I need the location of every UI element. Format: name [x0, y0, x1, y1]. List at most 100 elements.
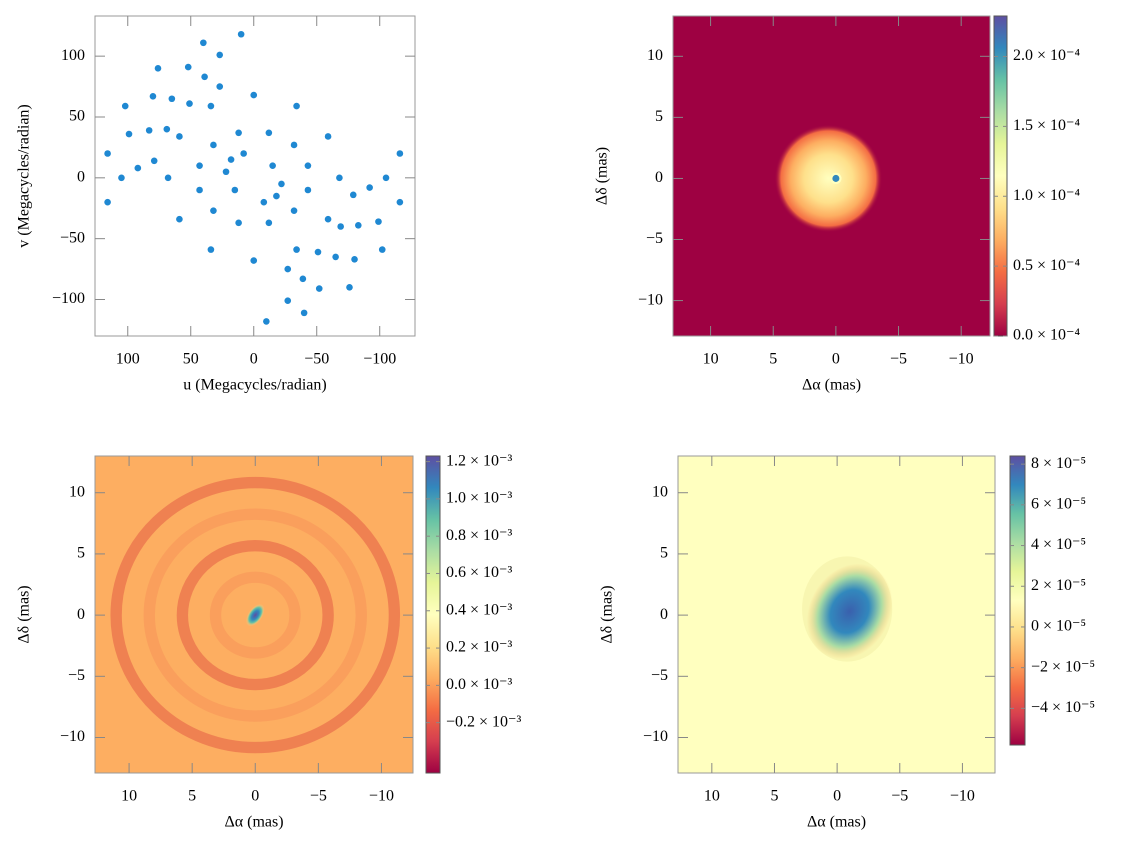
x-tick-label: −10 — [950, 788, 975, 805]
point — [284, 297, 292, 305]
point — [145, 127, 153, 134]
x-tick-label: 0 — [833, 788, 841, 805]
point — [346, 284, 353, 291]
point — [265, 129, 273, 137]
point — [240, 150, 247, 157]
x-tick-label: 0 — [251, 788, 259, 805]
point — [216, 83, 224, 90]
point — [168, 95, 176, 103]
point — [210, 207, 217, 214]
colorbar-tick-label: −4 × 10⁻⁵ — [1031, 699, 1095, 716]
point — [150, 157, 158, 165]
point — [210, 141, 217, 149]
y-tick-label: −10 — [643, 728, 668, 745]
colorbar-tick-label: 1.5 × 10⁻⁴ — [1013, 117, 1080, 134]
x-tick-label: 5 — [188, 788, 196, 805]
y-tick-label: 10 — [652, 483, 668, 500]
colorbar-tick-label: 1.0 × 10⁻⁴ — [1013, 187, 1080, 204]
point — [332, 253, 339, 261]
y-tick-label: 5 — [655, 108, 663, 125]
point — [164, 174, 172, 182]
colorbar — [425, 455, 441, 774]
colorbar-tick-label: 2.0 × 10⁻⁴ — [1013, 47, 1080, 64]
colorbar-tick-label: 1.0 × 10⁻³ — [446, 490, 512, 507]
point — [290, 207, 298, 214]
point — [263, 318, 270, 325]
colorbar-tick-label: 1.2 × 10⁻³ — [446, 452, 512, 469]
x-tick-label: −5 — [891, 788, 908, 805]
y-tick-label: 5 — [660, 545, 668, 562]
y-tick-label: −5 — [651, 667, 668, 684]
x-axis-title: u (Megacycles/radian) — [183, 377, 326, 394]
point — [250, 257, 258, 264]
point — [324, 133, 332, 140]
point — [265, 219, 273, 227]
colorbar-tick-label: −0.2 × 10⁻³ — [446, 713, 521, 730]
point — [184, 63, 192, 71]
x-tick-label: 100 — [116, 351, 140, 368]
point — [134, 164, 142, 172]
image — [673, 16, 990, 336]
point — [278, 180, 285, 188]
point — [196, 186, 203, 194]
point — [207, 102, 215, 110]
x-tick-label: −10 — [949, 351, 974, 368]
point — [366, 184, 373, 191]
colorbar-tick-label: 0.4 × 10⁻³ — [446, 601, 512, 618]
x-axis-title: Δα (mas) — [224, 814, 283, 831]
point — [163, 125, 171, 133]
y-tick-label: −5 — [68, 667, 85, 684]
plot-frame — [677, 455, 996, 774]
point — [375, 218, 382, 225]
colorbar-tick-label: 0.2 × 10⁻³ — [446, 639, 512, 656]
colorbar-tick-label: 0.0 × 10⁻⁴ — [1013, 327, 1080, 344]
y-tick-label: 0 — [77, 168, 85, 185]
point — [237, 30, 245, 38]
colorbar — [993, 15, 1008, 337]
colorbar-tick-label: 2 × 10⁻⁵ — [1031, 577, 1086, 594]
y-tick-label: 100 — [61, 47, 85, 64]
image — [95, 456, 413, 773]
point — [299, 275, 307, 283]
point — [227, 156, 235, 163]
point — [250, 91, 258, 99]
point — [104, 150, 111, 157]
point — [149, 93, 157, 100]
point — [378, 246, 386, 253]
point — [324, 215, 332, 223]
point — [396, 150, 404, 157]
image-core — [246, 604, 265, 627]
x-tick-label: −10 — [369, 788, 394, 805]
image-ring — [143, 508, 367, 722]
colorbar-tick-label: 0 × 10⁻⁵ — [1031, 618, 1086, 635]
point — [315, 285, 323, 292]
point — [300, 309, 308, 317]
plot-frame — [94, 15, 416, 337]
point — [222, 168, 230, 176]
point — [235, 219, 242, 227]
x-tick-label: 0 — [832, 351, 840, 368]
y-tick-label: 10 — [69, 483, 85, 500]
image-disk — [774, 124, 883, 233]
point — [207, 246, 215, 253]
y-tick-label: 10 — [647, 47, 663, 64]
point — [176, 133, 183, 140]
point — [154, 65, 162, 72]
colorbar-tick-label: 4 × 10⁻⁵ — [1031, 536, 1086, 553]
y-tick-label: −5 — [646, 230, 663, 247]
point — [200, 39, 207, 47]
x-tick-label: −5 — [890, 351, 907, 368]
image — [678, 456, 995, 773]
image-ring — [209, 571, 301, 659]
image-core — [832, 174, 840, 182]
colorbar-tick-label: 8 × 10⁻⁵ — [1031, 455, 1086, 472]
point — [336, 174, 343, 182]
point — [396, 198, 404, 206]
colorbar-tick-label: 0.0 × 10⁻³ — [446, 676, 512, 693]
y-tick-label: 0 — [655, 169, 663, 186]
point — [118, 174, 125, 182]
colorbar-tick-label: 0.6 × 10⁻³ — [446, 564, 512, 581]
x-tick-label: 10 — [704, 788, 720, 805]
point — [382, 174, 390, 182]
